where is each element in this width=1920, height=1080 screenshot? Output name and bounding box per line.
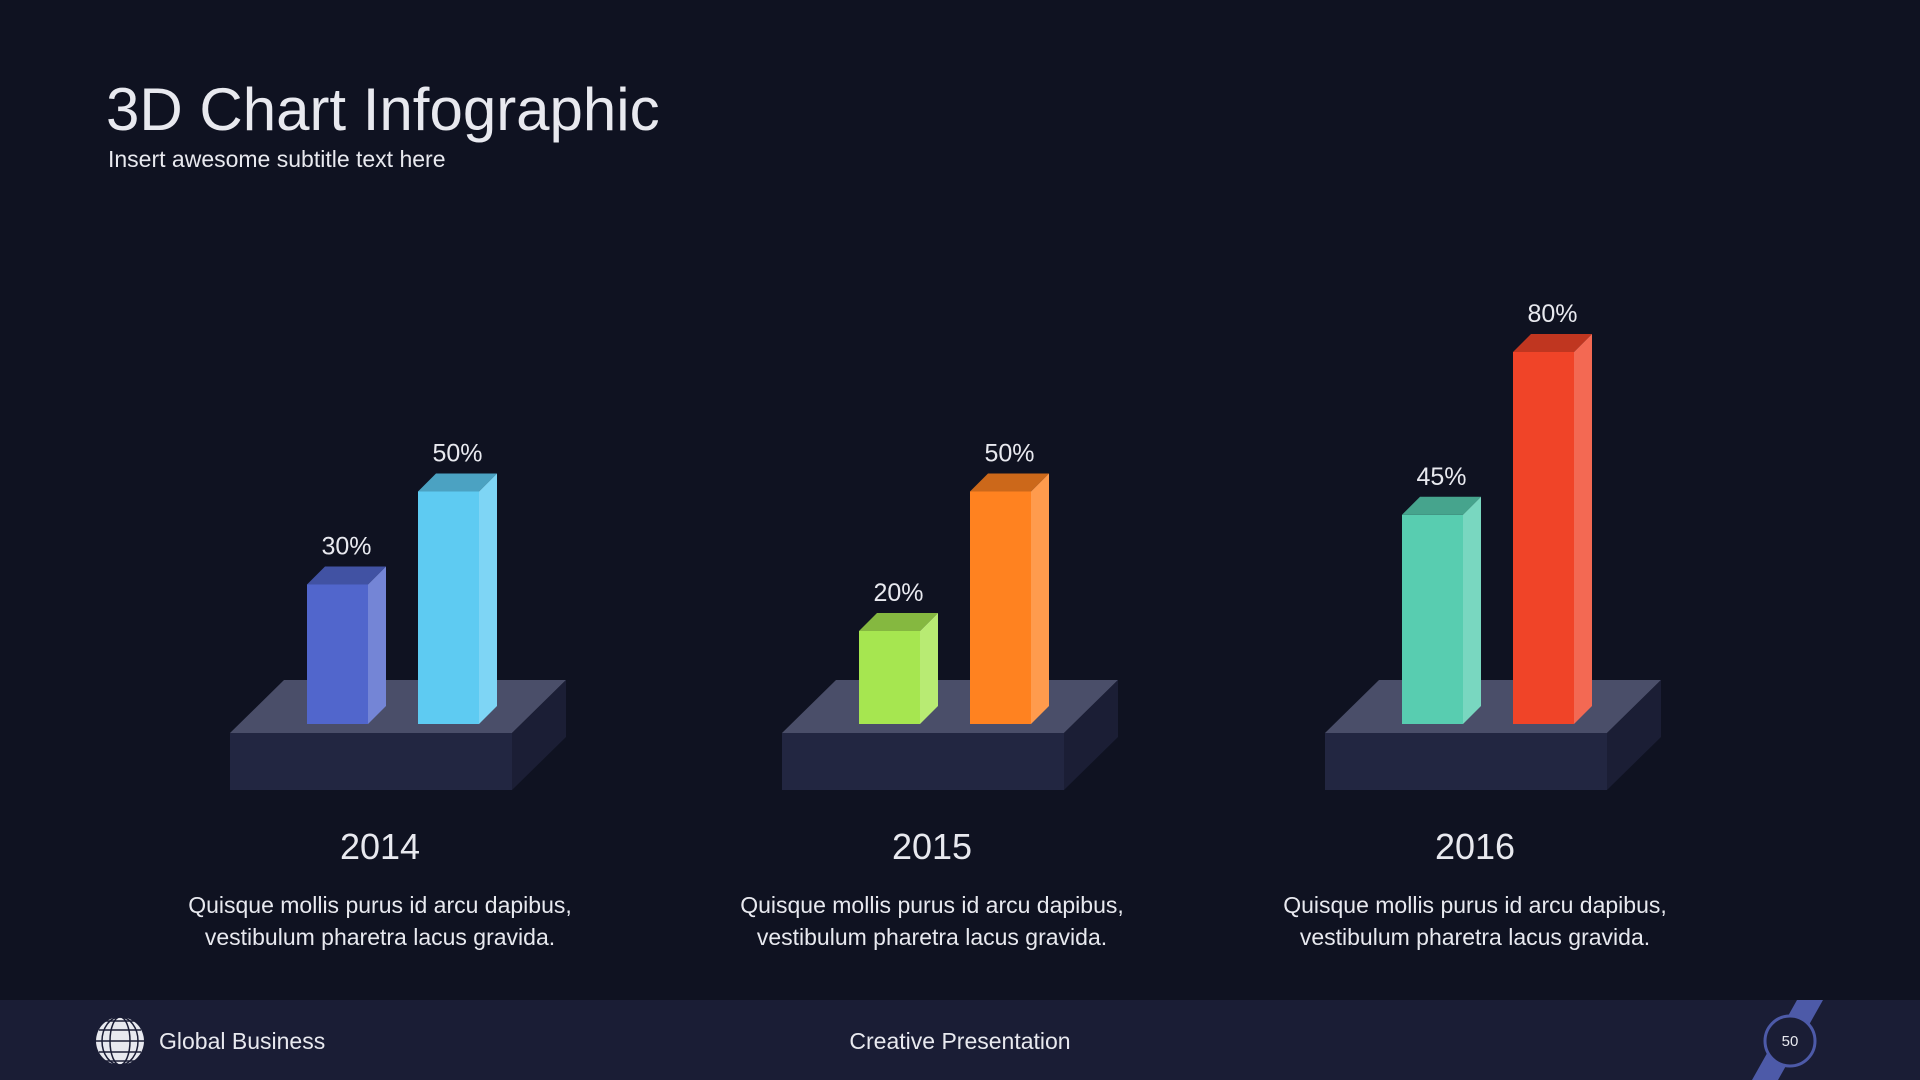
bar [970,473,1049,724]
platform-side [512,680,566,790]
platform-front [782,733,1064,790]
platform-front [1325,733,1607,790]
bar-top [1513,334,1592,352]
chart-year: 2015 [892,826,972,867]
value-label: 50% [432,440,482,468]
bar [418,473,497,724]
chart: 45% 80% 2016 Quisque mollis purus id arcu d… [1283,300,1667,950]
chart-description: Quisque mollis purus id arcu dapibus, [188,892,572,918]
bar-side [1031,473,1049,724]
value-label: 20% [873,579,923,607]
platform-top [230,680,566,733]
platform-top [1325,680,1661,733]
bar-top [418,473,497,492]
footer-band [0,1000,1920,1080]
bar [859,613,938,724]
chart-description: vestibulum pharetra lacus gravida. [757,924,1107,950]
platform-side [1607,680,1661,790]
bar-top [859,613,938,631]
platform-top [782,680,1118,733]
chart-description: vestibulum pharetra lacus gravida. [1300,924,1650,950]
bar-side [1574,334,1592,724]
slide-title: 3D Chart Infographic [106,76,660,143]
footer-brand: Global Business [159,1028,325,1054]
chart: 20% 50% 2015 Quisque mollis purus id arcu d… [740,440,1124,951]
bar-top [1402,496,1481,515]
platform-front [230,733,512,790]
chart-year: 2014 [340,826,420,867]
value-label: 30% [321,533,371,561]
bar [1402,496,1481,724]
value-label: 80% [1527,300,1577,328]
value-label: 50% [984,440,1034,468]
chart-description: Quisque mollis purus id arcu dapibus, [740,892,1124,918]
bar-top [970,473,1049,492]
charts: 30% 50% 2014 Quisque mollis purus id arcu d… [188,300,1667,950]
bar-side [368,566,386,724]
bar [307,566,386,724]
bar-front [307,584,368,724]
bar-top [307,566,386,585]
globe-icon [96,1016,144,1066]
bar-front [970,491,1031,724]
bar-front [1402,514,1463,724]
bar-front [418,491,479,724]
platform-side [1064,680,1118,790]
chart-year: 2016 [1435,826,1515,867]
footer-center: Creative Presentation [849,1028,1070,1054]
bar-front [859,631,920,724]
value-label: 45% [1416,463,1466,491]
slide-subtitle: Insert awesome subtitle text here [108,146,446,172]
page-number: 50 [1782,1033,1799,1050]
chart-description: vestibulum pharetra lacus gravida. [205,924,555,950]
bar-side [479,473,497,724]
bar [1513,334,1592,724]
bar-front [1513,352,1574,724]
bar-side [920,613,938,724]
footer: Global Business Creative Presentation 50 [0,1000,1920,1080]
chart: 30% 50% 2014 Quisque mollis purus id arcu d… [188,440,572,951]
bar-side [1463,496,1481,724]
chart-description: Quisque mollis purus id arcu dapibus, [1283,892,1667,918]
page-badge [1763,1014,1817,1068]
